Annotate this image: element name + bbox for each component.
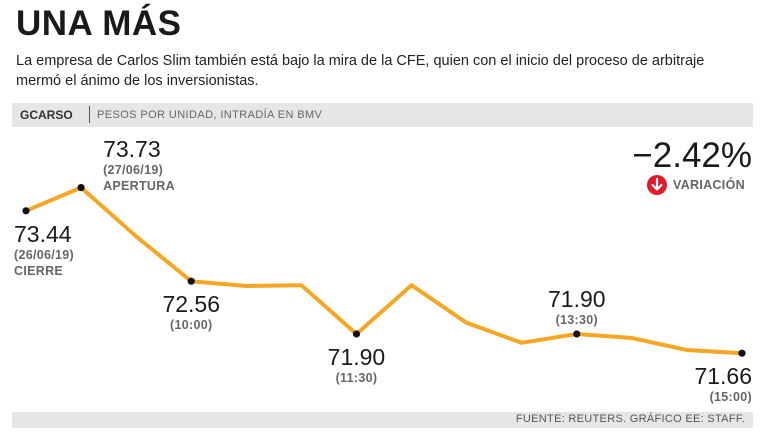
point-label-1000: 72.56 (10:00) bbox=[162, 291, 220, 333]
point-marker bbox=[22, 207, 30, 215]
ticker-separator bbox=[89, 106, 90, 123]
point-value: 71.90 bbox=[547, 286, 606, 312]
point-date: (11:30) bbox=[335, 371, 378, 385]
point-date: (15:00) bbox=[709, 390, 752, 405]
variation-value: −2.42% bbox=[632, 136, 752, 175]
variation-label: VARIACIÓN bbox=[673, 178, 745, 192]
point-date: (27/06/19) bbox=[103, 162, 164, 177]
point-date: (10:00) bbox=[170, 318, 213, 333]
point-label-cierre: 73.44 (26/06/19) CIERRE bbox=[14, 221, 74, 279]
point-note: APERTURA bbox=[103, 178, 175, 193]
point-marker bbox=[352, 330, 361, 338]
ticker-symbol: GCARSO bbox=[20, 108, 73, 122]
point-value: 73.73 bbox=[103, 135, 161, 162]
chart-subtitle: La empresa de Carlos Slim también está b… bbox=[16, 53, 705, 89]
point-marker bbox=[187, 277, 195, 285]
point-marker bbox=[738, 349, 746, 357]
point-date: (13:30) bbox=[555, 313, 598, 327]
down-arrow-icon bbox=[647, 175, 667, 195]
point-label-1500: 71.66 (15:00) bbox=[694, 363, 752, 405]
ticker-description: PESOS POR UNIDAD, INTRADÍA EN BMV bbox=[97, 109, 323, 121]
price-series-line bbox=[24, 185, 744, 356]
point-value: 73.44 bbox=[14, 220, 72, 247]
source-bar: FUENTE: REUTERS. GRÁFICO EE: STAFF. bbox=[12, 412, 753, 428]
point-note: CIERRE bbox=[14, 263, 64, 278]
ticker-bar: GCARSO PESOS POR UNIDAD, INTRADÍA EN BMV bbox=[12, 103, 753, 127]
point-date: (26/06/19) bbox=[14, 247, 74, 262]
chart-title: UNA MÁS bbox=[16, 4, 182, 43]
point-value: 72.56 bbox=[162, 291, 220, 318]
point-label-apertura: 73.73 (27/06/19) APERTURA bbox=[103, 136, 175, 194]
point-markers bbox=[22, 184, 746, 357]
point-value: 71.90 bbox=[327, 344, 386, 370]
point-value: 71.66 bbox=[694, 363, 752, 390]
point-marker bbox=[77, 184, 85, 192]
point-marker bbox=[573, 330, 581, 338]
point-label-1330: 71.90 (13:30) bbox=[548, 286, 606, 328]
source-text: FUENTE: REUTERS. GRÁFICO EE: STAFF. bbox=[515, 413, 745, 425]
point-label-1130: 71.90 (11:30) bbox=[328, 344, 386, 386]
